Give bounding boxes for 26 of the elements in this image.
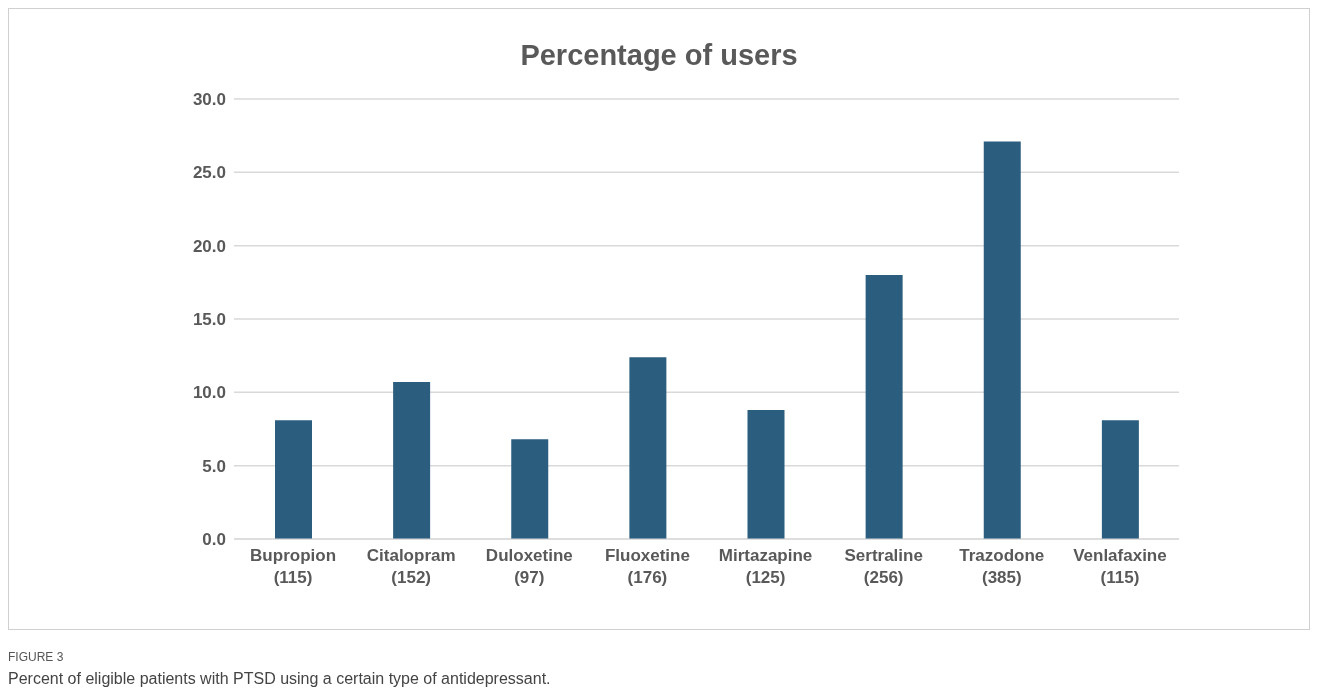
y-tick-label: 25.0 [192, 163, 226, 183]
x-tick-label: Duloxetine (97) [485, 546, 573, 587]
chart-title: Percentage of users [519, 39, 799, 73]
y-tick-label: 0.0 [202, 530, 226, 550]
bar [865, 275, 903, 539]
x-tick-label: Mirtazapine (125) [718, 546, 813, 587]
bar [1101, 420, 1139, 539]
y-tick-label: 10.0 [192, 383, 226, 403]
x-tick-label: Bupropion (115) [250, 546, 337, 587]
bar [983, 141, 1021, 539]
caption: FIGURE 3 [8, 650, 65, 664]
text: Percent of eligible patients with PTSD using a certain type of antidepressant. [8, 670, 552, 688]
y-tick-label: 15.0 [192, 310, 226, 330]
y-tick-label: 5.0 [202, 456, 226, 476]
x-tick-label: Sertraline (256) [844, 546, 923, 587]
bar [511, 439, 549, 539]
bar [393, 382, 431, 539]
x-tick-label: Citalopram (152) [366, 546, 456, 587]
bar [747, 409, 785, 539]
y-tick-label: 30.0 [192, 90, 226, 110]
x-tick-label: Venlafaxine (115) [1073, 546, 1167, 587]
y-tick-label: 20.0 [192, 236, 226, 256]
bar [275, 420, 312, 539]
x-tick-label: Fluoxetine (176) [604, 546, 690, 587]
x-tick-label: Trazodone (385) [959, 546, 1045, 587]
bar [629, 357, 667, 539]
